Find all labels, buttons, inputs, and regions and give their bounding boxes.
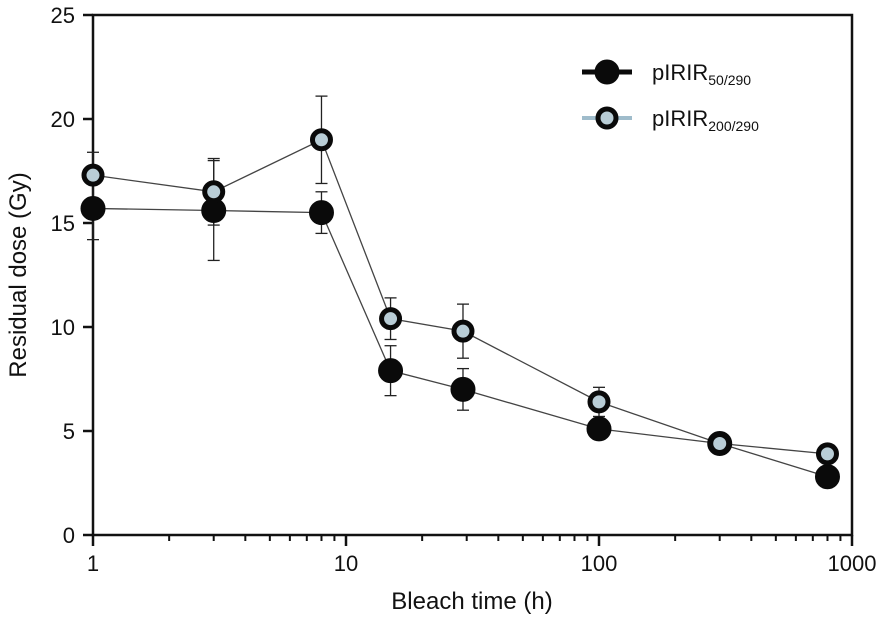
y-tick-label: 25 xyxy=(51,3,75,28)
y-tick-label: 5 xyxy=(63,419,75,444)
data-point-series-2 xyxy=(379,307,403,331)
x-tick-label: 1 xyxy=(87,551,99,576)
legend-label-subscript: 50/290 xyxy=(708,72,751,88)
legend-marker xyxy=(595,106,619,130)
data-point-series-2 xyxy=(451,319,475,343)
data-point-series-1 xyxy=(586,416,612,442)
x-tick-label: 100 xyxy=(581,551,618,576)
data-point-series-2 xyxy=(708,431,732,455)
legend-marker xyxy=(594,59,620,85)
series-lines xyxy=(92,138,828,478)
data-point-series-2 xyxy=(81,163,105,187)
legend-label-main: pIRIR xyxy=(652,60,708,85)
x-tick-label: 1000 xyxy=(828,551,877,576)
plot-frame xyxy=(91,13,854,537)
legend-label-subscript: 200/290 xyxy=(708,118,759,134)
axis-ticks: 0 5 10 15 20 25 1 10 100 1000 xyxy=(51,3,877,576)
data-point-series-2 xyxy=(202,180,226,204)
data-point-series-2 xyxy=(815,442,839,466)
data-point-series-2 xyxy=(587,390,611,414)
y-tick-label: 15 xyxy=(51,211,75,236)
series-line-1 xyxy=(92,207,828,478)
data-point-series-1 xyxy=(80,195,106,221)
data-point-series-1 xyxy=(378,358,404,384)
y-tick-label: 0 xyxy=(63,523,75,548)
data-points xyxy=(80,128,840,490)
legend-label-main: pIRIR xyxy=(652,106,708,131)
data-point-series-2 xyxy=(309,128,333,152)
data-point-series-1 xyxy=(450,376,476,402)
error-bars xyxy=(87,95,834,484)
legend-label: pIRIR200/290 xyxy=(652,106,759,134)
data-point-series-1 xyxy=(308,200,334,226)
y-axis-title: Residual dose (Gy) xyxy=(5,172,32,377)
legend-label: pIRIR50/290 xyxy=(652,60,751,88)
x-axis-title: Bleach time (h) xyxy=(391,588,552,615)
x-tick-label: 10 xyxy=(334,551,358,576)
data-point-series-1 xyxy=(814,464,840,490)
y-tick-label: 20 xyxy=(51,107,75,132)
series-line-2 xyxy=(92,138,828,455)
y-tick-label: 10 xyxy=(51,315,75,340)
